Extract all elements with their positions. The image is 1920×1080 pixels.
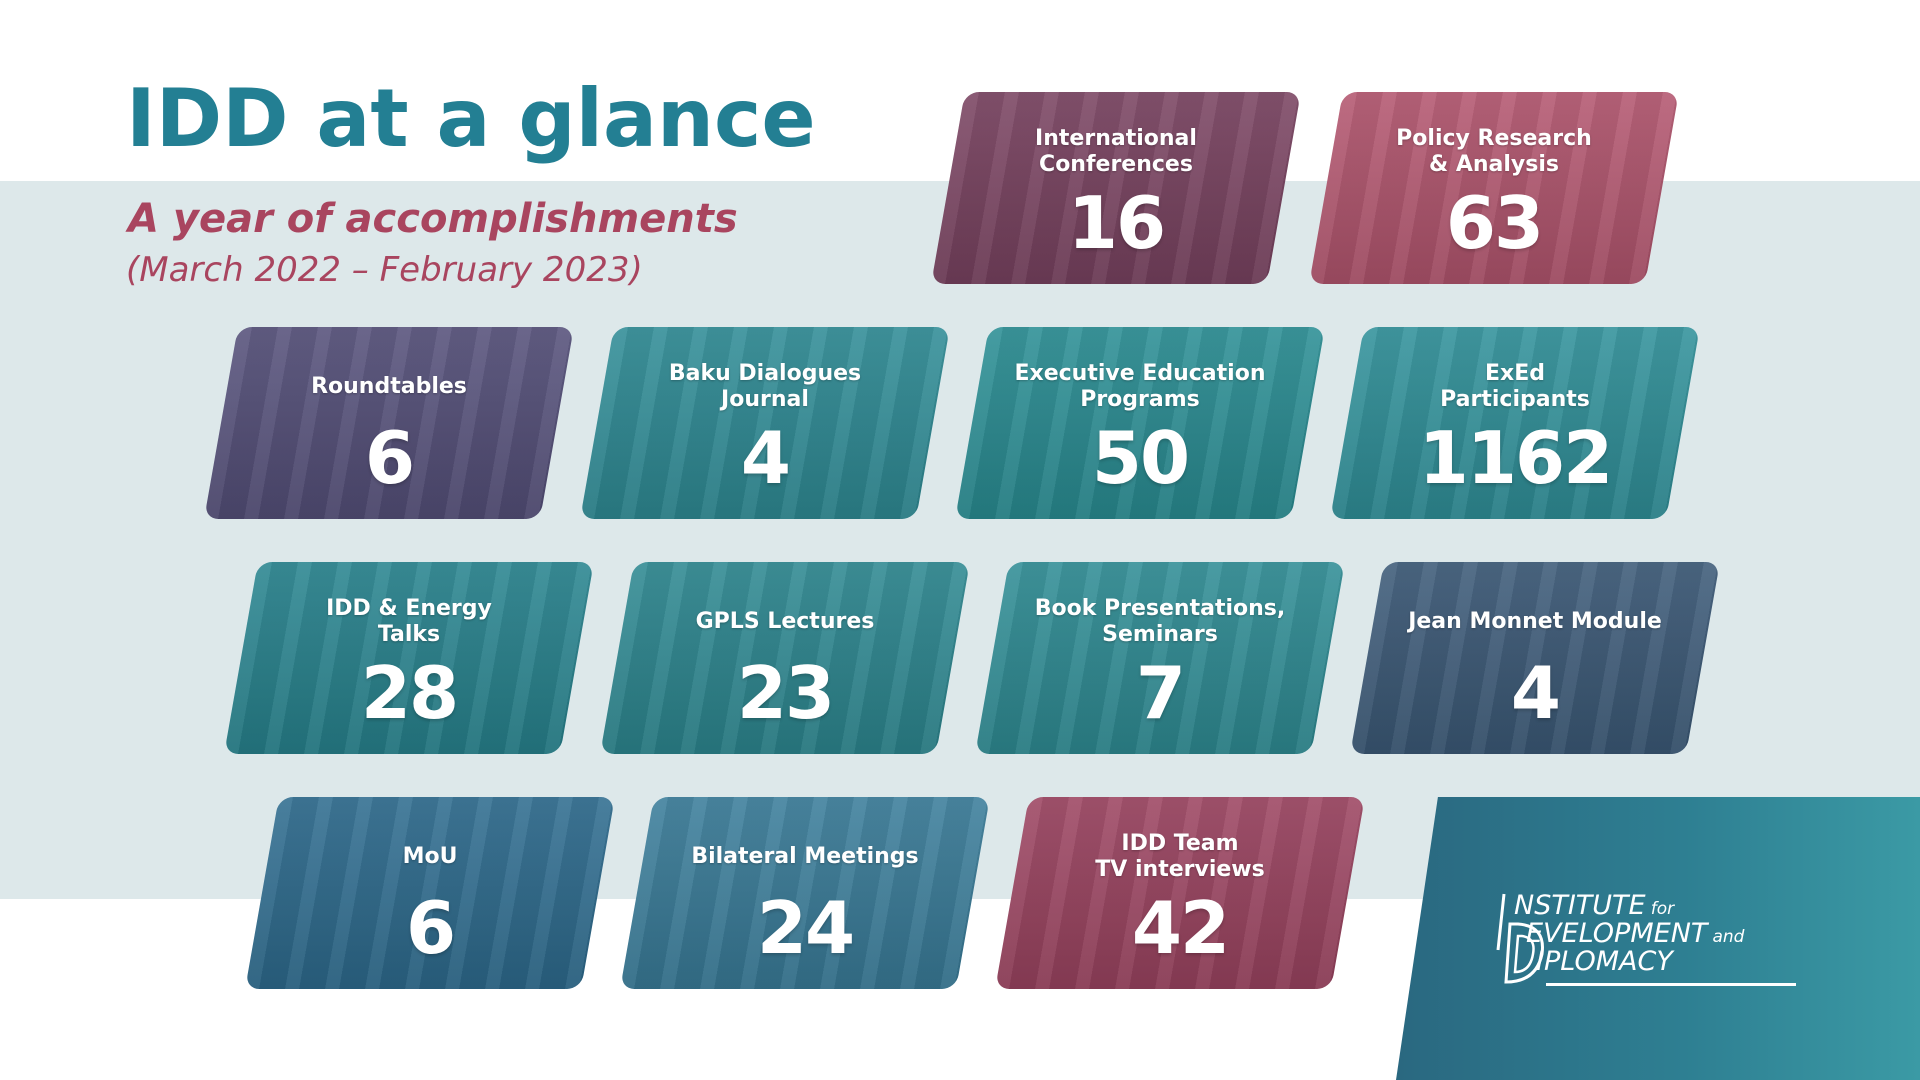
page-subtitle: A year of accomplishments: [128, 196, 738, 242]
logo-panel: [1396, 797, 1920, 1080]
logo-line-3: IPLOMACY: [1536, 946, 1673, 977]
tile-label: Policy Research & Analysis: [1396, 126, 1592, 177]
tile-roundtables[interactable]: Roundtables 6: [204, 327, 574, 519]
tile-value: 42: [1131, 886, 1229, 970]
tile-value: 24: [756, 886, 854, 970]
tile-label: IDD & Energy Talks: [326, 596, 492, 647]
tile-international-conferences[interactable]: International Conferences 16: [931, 92, 1301, 284]
tile-jean-monnet-module[interactable]: Jean Monnet Module 4: [1350, 562, 1720, 754]
tile-label: Book Presentations, Seminars: [1034, 596, 1286, 647]
tile-value: 28: [360, 651, 458, 735]
tile-value: 4: [740, 416, 790, 500]
tile-label: Executive Education Programs: [1014, 361, 1266, 412]
tile-value: 4: [1510, 651, 1560, 735]
tile-value: 7: [1135, 651, 1185, 735]
tile-policy-research[interactable]: Policy Research & Analysis 63: [1309, 92, 1679, 284]
logo-line-2: EVELOPMENT and: [1526, 918, 1744, 949]
tile-label: Baku Dialogues Journal: [668, 361, 862, 412]
tile-tv-interviews[interactable]: IDD Team TV interviews 42: [995, 797, 1365, 989]
logo-word-institute: NSTITUTE: [1514, 890, 1646, 921]
tile-value: 16: [1067, 181, 1165, 265]
logo-word-for: for: [1650, 899, 1675, 919]
logo-word-development: EVELOPMENT: [1526, 918, 1708, 949]
tile-executive-education[interactable]: Executive Education Programs 50: [955, 327, 1325, 519]
idd-monogram-icon: [1496, 893, 1544, 984]
tile-book-presentations[interactable]: Book Presentations, Seminars 7: [975, 562, 1345, 754]
tile-label: ExEd Participants: [1440, 361, 1590, 412]
background-band: [0, 181, 1920, 899]
tile-label: GPLS Lectures: [695, 609, 875, 634]
reporting-period: (March 2022 – February 2023): [126, 250, 643, 290]
tile-value: 23: [736, 651, 834, 735]
idd-logo[interactable]: NSTITUTE for EVELOPMENT and IPLOMACY: [1496, 890, 1816, 990]
logo-underline: [1546, 983, 1796, 986]
tile-value: 63: [1445, 181, 1543, 265]
tile-label: Jean Monnet Module: [1408, 609, 1662, 634]
tile-value: 50: [1091, 416, 1189, 500]
tile-label: Bilateral Meetings: [691, 844, 919, 869]
logo-word-and: and: [1712, 927, 1745, 947]
tile-label: Roundtables: [311, 374, 467, 399]
tile-value: 6: [405, 886, 455, 970]
tile-baku-dialogues-journal[interactable]: Baku Dialogues Journal 4: [580, 327, 950, 519]
tile-label: International Conferences: [1035, 126, 1197, 177]
tile-mou[interactable]: MoU 6: [245, 797, 615, 989]
tile-label: MoU: [402, 844, 458, 869]
logo-word-diplomacy: IPLOMACY: [1536, 946, 1673, 977]
tile-label: IDD Team TV interviews: [1095, 831, 1265, 882]
logo-line-1: NSTITUTE for: [1514, 890, 1674, 921]
tile-gpls-lectures[interactable]: GPLS Lectures 23: [600, 562, 970, 754]
page-title: IDD at a glance: [126, 72, 816, 165]
tile-bilateral-meetings[interactable]: Bilateral Meetings 24: [620, 797, 990, 989]
tile-value: 1162: [1418, 416, 1612, 500]
tile-idd-energy-talks[interactable]: IDD & Energy Talks 28: [224, 562, 594, 754]
tile-exed-participants[interactable]: ExEd Participants 1162: [1330, 327, 1700, 519]
tile-value: 6: [364, 416, 414, 500]
